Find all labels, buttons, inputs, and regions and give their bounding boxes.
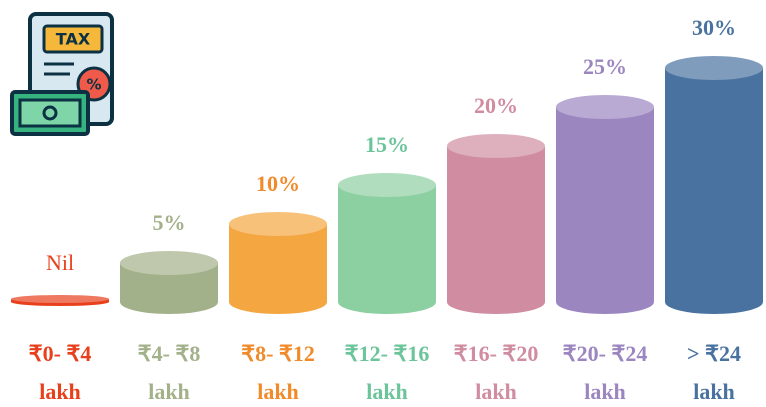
x-tick-label: ₹8- ₹12 lakh xyxy=(241,341,315,404)
x-tick-label: ₹0- ₹4 lakh xyxy=(29,341,92,404)
bar xyxy=(447,146,545,314)
value-label: 5% xyxy=(153,210,186,235)
value-label: 30% xyxy=(692,15,736,40)
bar xyxy=(338,185,436,314)
bar xyxy=(120,263,218,314)
value-label: 25% xyxy=(583,54,627,79)
bar-top xyxy=(229,212,327,236)
value-label: 20% xyxy=(474,93,518,118)
x-tick-label: ₹12- ₹16 lakh xyxy=(345,341,430,404)
svg-text:TAX: TAX xyxy=(56,30,91,49)
x-tick-label: ₹4- ₹8 lakh xyxy=(138,341,201,404)
x-tick-label: ₹16- ₹20 lakh xyxy=(454,341,539,404)
value-label: 10% xyxy=(256,171,300,196)
bar-top xyxy=(11,295,109,303)
bar xyxy=(229,224,327,314)
bar-top xyxy=(120,251,218,275)
bar-top xyxy=(338,173,436,197)
bar xyxy=(556,107,654,314)
value-label: 15% xyxy=(365,132,409,157)
tax-icon: TAX % xyxy=(10,12,114,136)
bar-top xyxy=(447,134,545,158)
svg-text:%: % xyxy=(86,76,101,94)
value-label: Nil xyxy=(46,250,74,275)
x-tick-label: > ₹24 lakh xyxy=(687,341,741,404)
bar xyxy=(665,68,763,314)
bar-top xyxy=(665,56,763,80)
x-tick-label: ₹20- ₹24 lakh xyxy=(563,341,648,404)
bar-top xyxy=(556,95,654,119)
